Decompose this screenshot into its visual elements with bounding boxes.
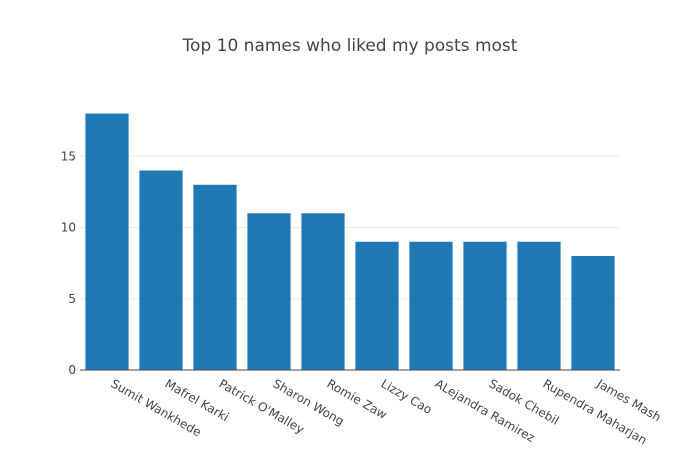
- bar: [517, 241, 561, 370]
- bar: [193, 184, 237, 370]
- bar: [247, 213, 291, 370]
- bar: [571, 256, 615, 370]
- bars: [85, 113, 615, 371]
- bar: [409, 241, 453, 370]
- y-tick-label: 0: [68, 363, 76, 377]
- bar: [463, 241, 507, 370]
- x-tick-label: Sumit Wankhede: [109, 376, 204, 439]
- y-tick-label: 10: [61, 221, 76, 235]
- x-tick-label: ALejandra Ramirez: [433, 376, 538, 445]
- y-tick-label: 5: [68, 292, 76, 306]
- y-tick-label: 15: [61, 149, 76, 163]
- chart-title: Top 10 names who liked my posts most: [182, 36, 518, 56]
- y-tick-labels: 0 5 10 15: [61, 149, 76, 377]
- bar: [139, 170, 183, 370]
- bar: [301, 213, 345, 370]
- bar: [355, 241, 399, 370]
- bar: [85, 113, 129, 371]
